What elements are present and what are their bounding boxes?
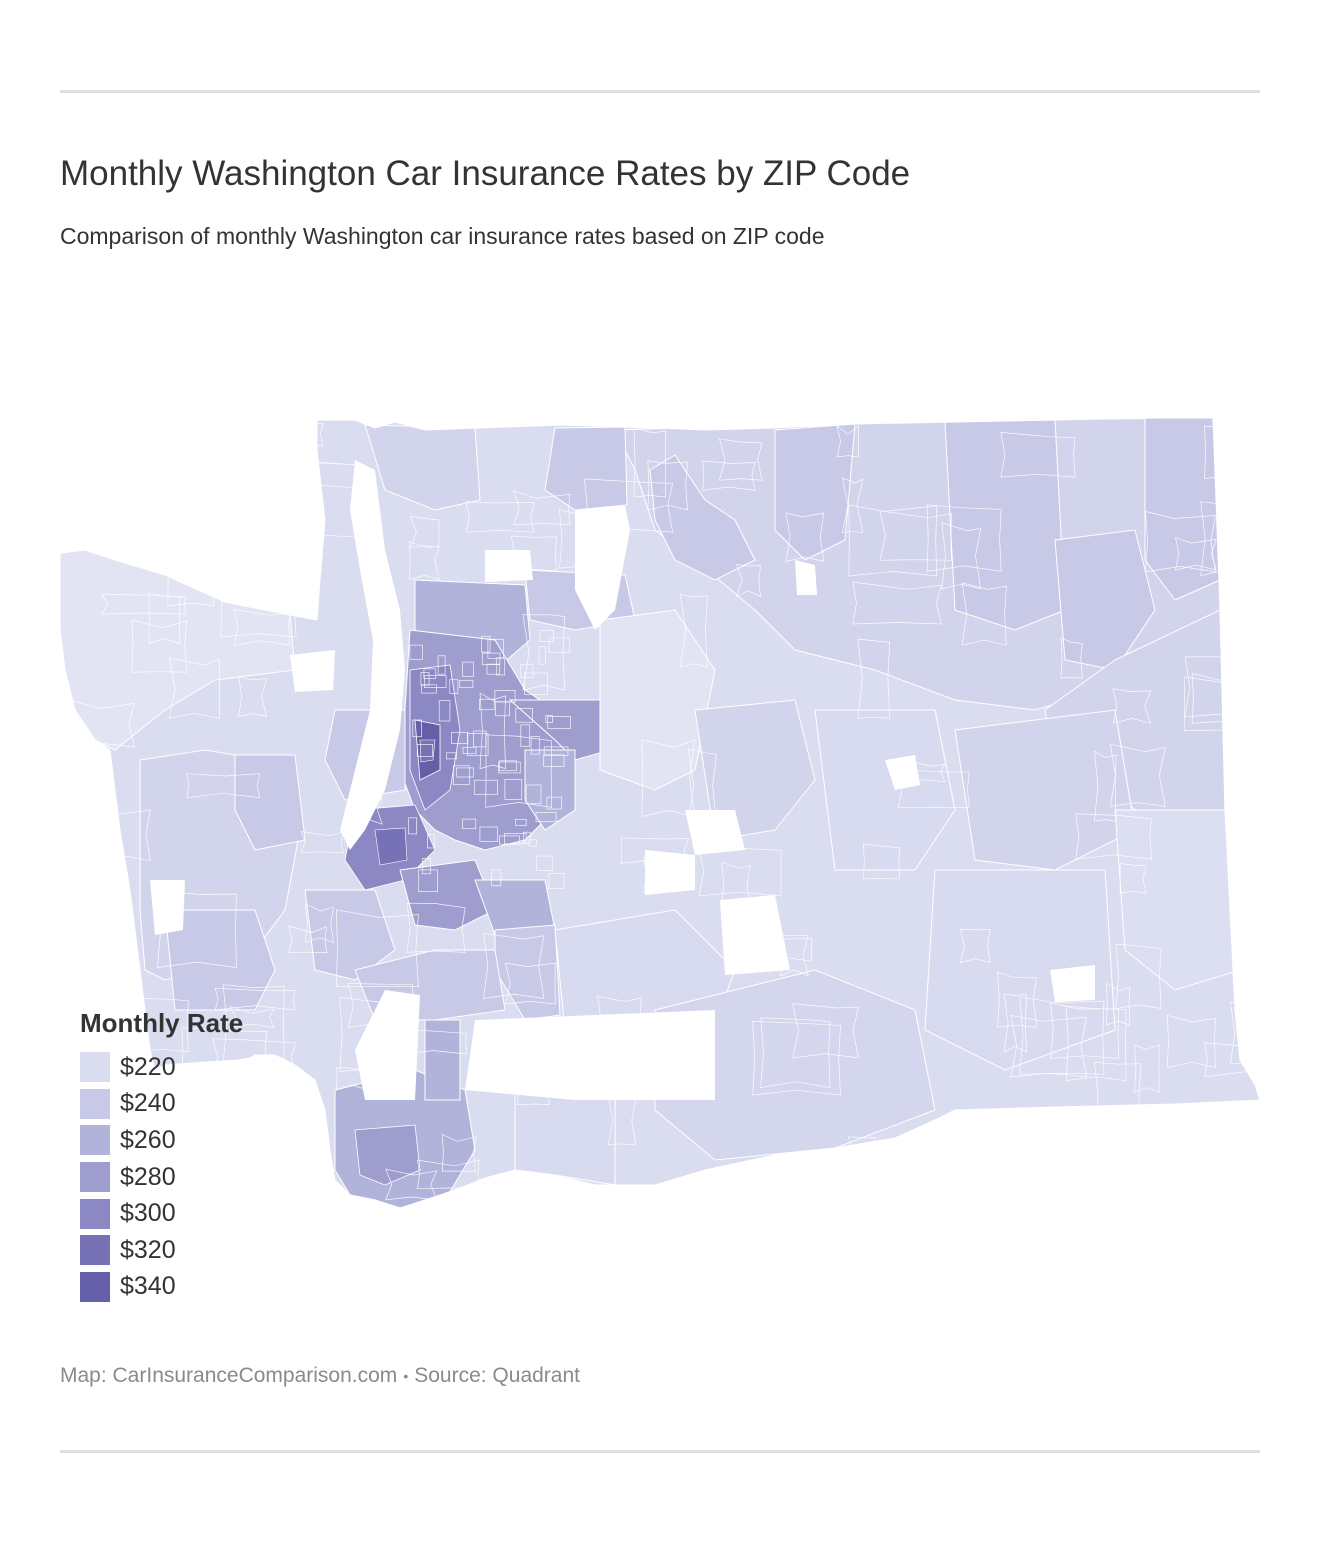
legend-label: $240 — [120, 1089, 176, 1118]
legend-swatch — [80, 1052, 110, 1083]
legend-item: $240 — [80, 1086, 310, 1123]
legend-title: Monthly Rate — [80, 1008, 244, 1038]
zip-code-regions — [60, 418, 1260, 1208]
map-svg — [59, 417, 1261, 1209]
page-subtitle: Comparison of monthly Washington car ins… — [60, 223, 825, 249]
legend-label: $300 — [120, 1199, 176, 1228]
legend-items: $220 $240 $260 $280 $300 $320 $340 — [80, 1049, 310, 1305]
washington-zip-map — [55, 410, 1265, 1210]
top-divider — [60, 90, 1260, 93]
legend-item: $300 — [80, 1195, 310, 1232]
page-title: Monthly Washington Car Insurance Rates b… — [60, 154, 911, 193]
legend-label: $340 — [120, 1272, 176, 1301]
legend-swatch — [80, 1271, 110, 1302]
legend-swatch — [80, 1125, 110, 1156]
legend-label: $260 — [120, 1125, 176, 1154]
legend-label: $320 — [120, 1235, 176, 1264]
bottom-divider — [60, 1450, 1260, 1453]
source-footer: Map: CarInsuranceComparison.com • Source: … — [60, 1364, 580, 1388]
data-source: Source: Quadrant — [414, 1364, 580, 1387]
legend-swatch — [80, 1235, 110, 1266]
legend-label: $220 — [120, 1052, 176, 1081]
legend-swatch — [80, 1198, 110, 1229]
legend-item: $280 — [80, 1159, 310, 1196]
map-credit: Map: CarInsuranceComparison.com — [60, 1364, 398, 1387]
footer-separator: • — [403, 1368, 409, 1385]
legend-item: $260 — [80, 1122, 310, 1159]
legend-item: $220 — [80, 1049, 310, 1086]
legend-label: $280 — [120, 1162, 176, 1191]
legend-swatch — [80, 1162, 110, 1193]
legend-swatch — [80, 1088, 110, 1119]
map-legend: Monthly Rate $220 $240 $260 $280 $300 $320 $34… — [80, 1008, 310, 1305]
legend-item: $320 — [80, 1232, 310, 1269]
legend-item: $340 — [80, 1269, 310, 1306]
